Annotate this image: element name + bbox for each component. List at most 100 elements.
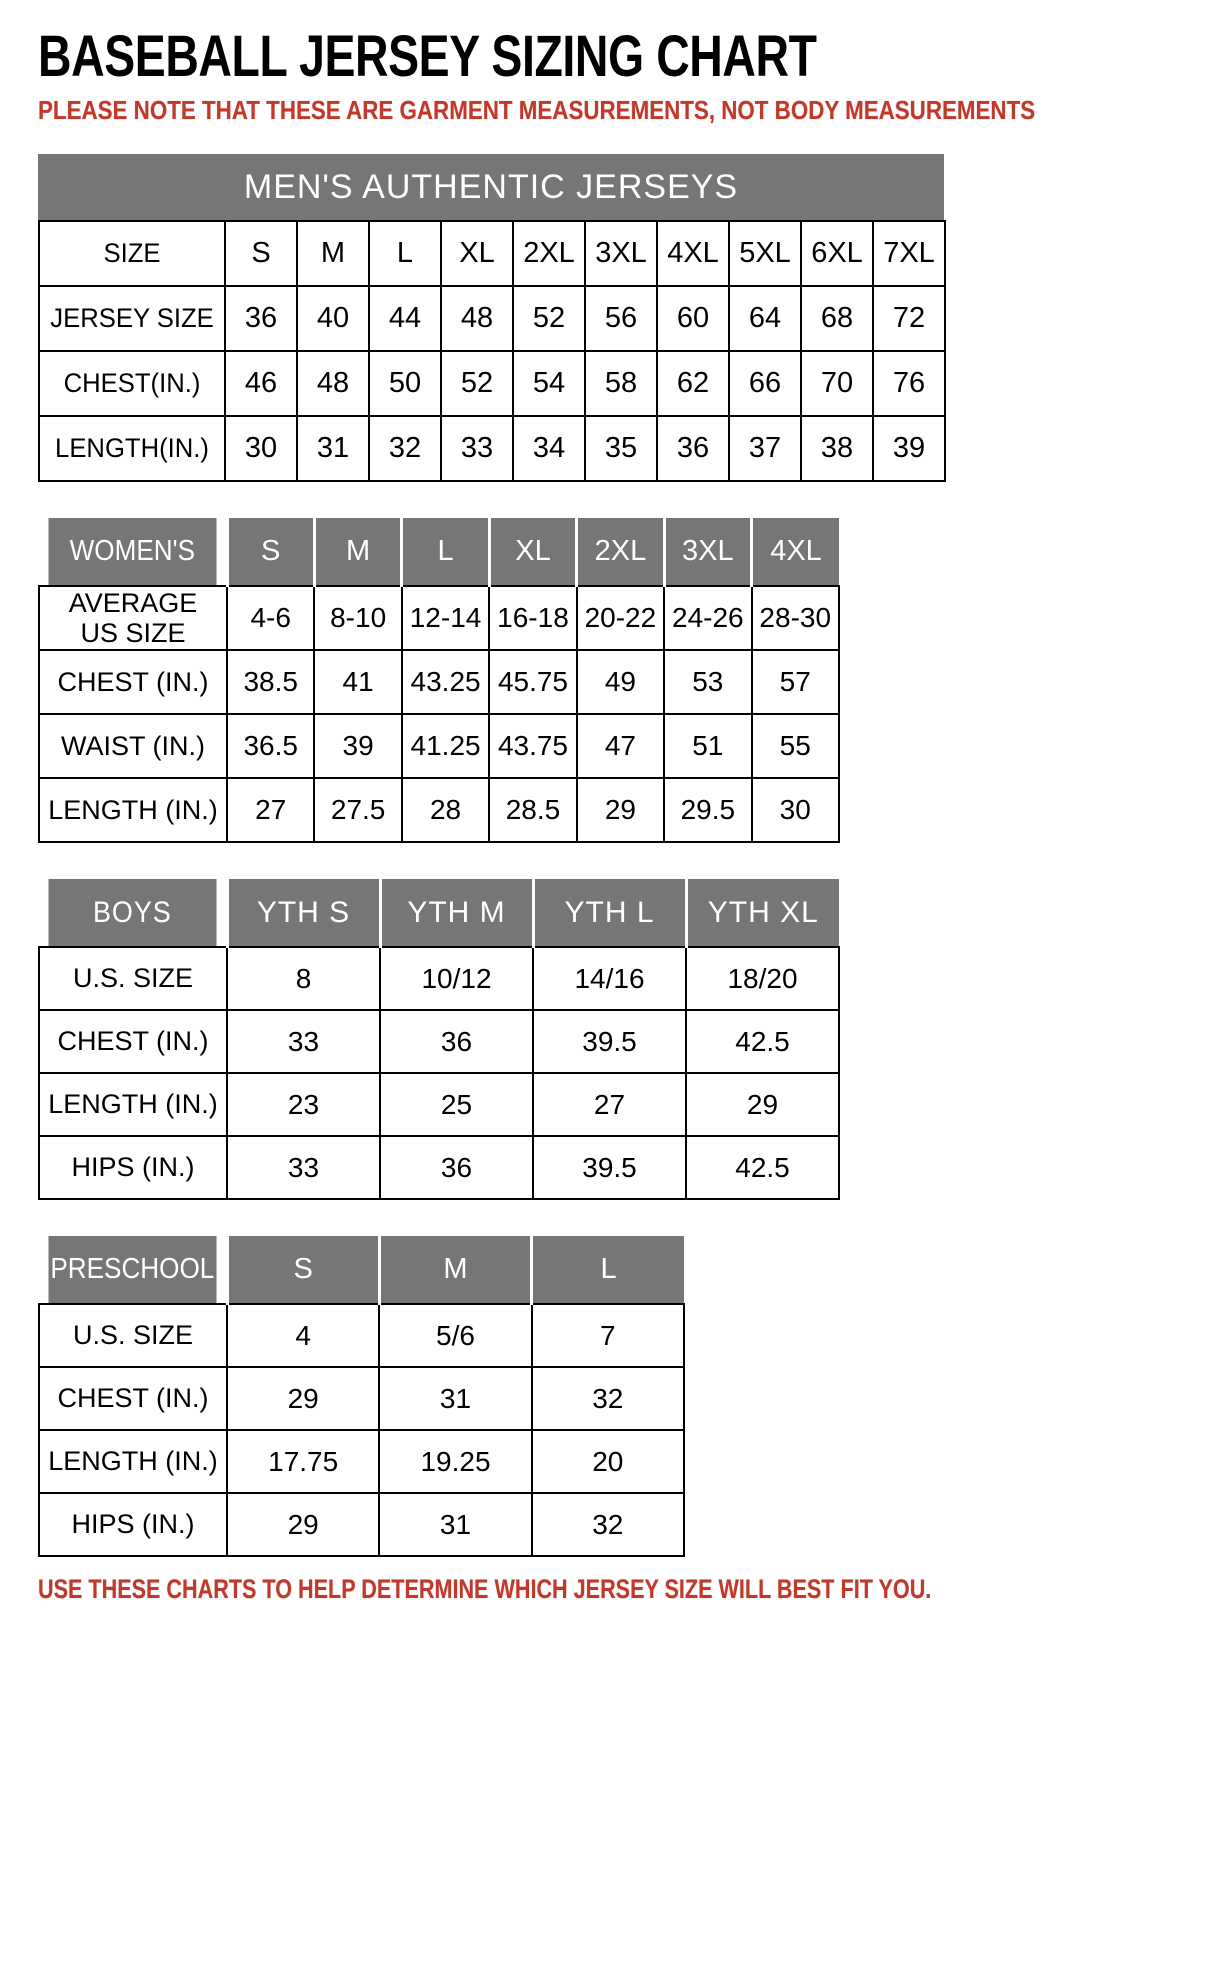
mens-cell: 32 (368, 415, 442, 482)
boys-cell: 42.5 (685, 1009, 840, 1074)
preschool-cell: 31 (378, 1366, 533, 1431)
mens-cell: 54 (512, 350, 586, 417)
table-row: LENGTH (IN.) 17.75 19.25 20 (38, 1429, 685, 1494)
womens-header-row: WOMEN'S S M L XL 2XL 3XL 4XL (39, 518, 839, 586)
mens-cell: 62 (656, 350, 730, 417)
mens-cell: 50 (368, 350, 442, 417)
womens-cell: 29 (575, 777, 666, 843)
boys-cell: 27 (532, 1072, 687, 1137)
womens-row-label: LENGTH (IN.) (38, 777, 228, 843)
boys-cell: 36 (379, 1009, 534, 1074)
mens-size-header: S (224, 220, 298, 287)
womens-row-label: WAIST (IN.) (38, 713, 228, 779)
mens-cell: 68 (800, 285, 874, 352)
mens-cell: 34 (512, 415, 586, 482)
preschool-cell: 5/6 (378, 1303, 533, 1368)
womens-size-header: L (400, 518, 491, 586)
preschool-cell: 17.75 (225, 1429, 381, 1494)
womens-cell: 29.5 (663, 777, 753, 843)
womens-cell: 20-22 (575, 585, 666, 651)
boys-cell: 18/20 (685, 946, 840, 1011)
boys-cell: 39.5 (532, 1135, 687, 1200)
table-row: LENGTH(IN.) 30 31 32 33 34 35 36 37 38 39 (39, 415, 946, 482)
table-row: U.S. SIZE 4 5/6 7 (38, 1303, 685, 1368)
boys-size-header: YTH XL (684, 879, 839, 947)
boys-size-header: YTH M (378, 879, 535, 947)
mens-size-header: 6XL (800, 220, 874, 287)
mens-cell: 44 (368, 285, 442, 352)
preschool-size-header: S (225, 1236, 381, 1304)
womens-cell: 36.5 (225, 713, 316, 779)
womens-cell: 53 (663, 649, 753, 715)
boys-size-header: YTH S (225, 879, 382, 947)
womens-cell: 43.75 (488, 713, 578, 779)
preschool-size-header: M (377, 1236, 534, 1304)
womens-cell: 12-14 (400, 585, 491, 651)
mens-cell: 52 (440, 350, 514, 417)
mens-size-header: 5XL (728, 220, 802, 287)
garment-measurement-note: PLEASE NOTE THAT THESE ARE GARMENT MEASU… (38, 95, 1036, 125)
mens-row-label: JERSEY SIZE (42, 285, 222, 352)
womens-sizing-table: WOMEN'S S M L XL 2XL 3XL 4XL AVERAGE US SIZE 4-6 8… (38, 518, 840, 843)
womens-cell: 27.5 (313, 777, 403, 843)
mens-cell: 60 (656, 285, 730, 352)
womens-cell: 41.25 (400, 713, 491, 779)
preschool-size-header: L (530, 1236, 684, 1304)
mens-cell: 48 (440, 285, 514, 352)
womens-size-header: XL (487, 518, 579, 586)
preschool-cell: 4 (225, 1303, 381, 1368)
mens-size-header: 3XL (584, 220, 658, 287)
mens-cell: 52 (512, 285, 586, 352)
womens-cell: 57 (750, 649, 840, 715)
mens-sizing-table: SIZE S M L XL 2XL 3XL 4XL 5XL 6XL 7XL JERSEY SIZE 36… (38, 220, 946, 482)
womens-cell: 28 (400, 777, 491, 843)
womens-cell: 47 (575, 713, 666, 779)
womens-cell: 8-10 (313, 585, 403, 651)
preschool-cell: 20 (530, 1429, 685, 1494)
table-row: HIPS (IN.) 29 31 32 (38, 1492, 685, 1557)
footer-note: USE THESE CHARTS TO HELP DETERMINE WHICH… (38, 1574, 932, 1604)
boys-row-label: LENGTH (IN.) (38, 1072, 228, 1137)
womens-size-header: S (225, 518, 316, 586)
mens-row-label: CHEST(IN.) (42, 350, 222, 417)
table-row: LENGTH (IN.) 23 25 27 29 (38, 1072, 840, 1137)
womens-cell: 28.5 (488, 777, 578, 843)
table-row: HIPS (IN.) 33 36 39.5 42.5 (38, 1135, 840, 1200)
mens-cell: 76 (872, 350, 946, 417)
boys-size-header: YTH L (531, 879, 688, 947)
preschool-cell: 7 (530, 1303, 685, 1368)
mens-cell: 38 (800, 415, 874, 482)
womens-cell: 43.25 (400, 649, 491, 715)
mens-size-header: 7XL (872, 220, 946, 287)
mens-cell: 37 (728, 415, 802, 482)
boys-cell: 33 (226, 1009, 381, 1074)
preschool-cell: 29 (225, 1366, 381, 1431)
mens-cell: 33 (440, 415, 514, 482)
mens-cell: 35 (584, 415, 658, 482)
page-title: BASEBALL JERSEY SIZING CHART (38, 24, 817, 89)
womens-cell: 28-30 (750, 585, 840, 651)
preschool-header-row: PRESCHOOL S M L (39, 1236, 684, 1304)
mens-size-header: 2XL (512, 220, 586, 287)
table-row: CHEST (IN.) 33 36 39.5 42.5 (38, 1009, 840, 1074)
boys-cell: 10/12 (379, 946, 534, 1011)
mens-cell: 58 (584, 350, 658, 417)
table-row: U.S. SIZE 8 10/12 14/16 18/20 (38, 946, 840, 1011)
boys-cell: 8 (226, 946, 381, 1011)
boys-cell: 33 (226, 1135, 381, 1200)
preschool-row-label: HIPS (IN.) (38, 1492, 228, 1557)
table-row: SIZE S M L XL 2XL 3XL 4XL 5XL 6XL 7XL (39, 220, 946, 287)
preschool-cell: 32 (530, 1492, 685, 1557)
womens-cell: 38.5 (225, 649, 316, 715)
table-row: WAIST (IN.) 36.5 39 41.25 43.75 47 51 55 (38, 713, 840, 779)
mens-cell: 66 (728, 350, 802, 417)
mens-cell: 46 (224, 350, 298, 417)
boys-cell: 36 (379, 1135, 534, 1200)
table-row: CHEST(IN.) 46 48 50 52 54 58 62 66 70 76 (39, 350, 946, 417)
womens-cell: 4-6 (225, 585, 316, 651)
boys-cell: 14/16 (532, 946, 687, 1011)
womens-cell: 51 (663, 713, 753, 779)
table-row: CHEST (IN.) 38.5 41 43.25 45.75 49 53 57 (38, 649, 840, 715)
mens-cell: 31 (296, 415, 370, 482)
mens-size-header: XL (440, 220, 514, 287)
